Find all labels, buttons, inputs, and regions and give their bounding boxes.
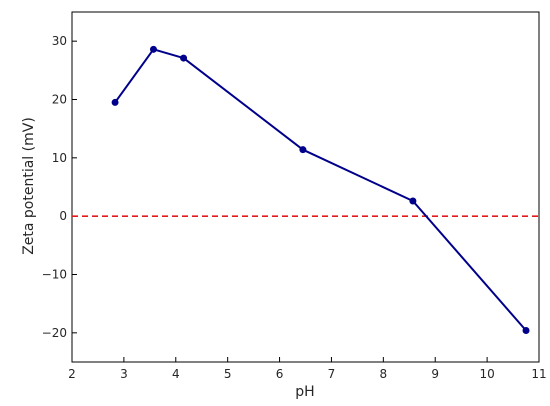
y-tick-label: 0 <box>59 209 67 223</box>
x-tick-label: 2 <box>68 367 76 381</box>
x-tick-label: 11 <box>531 367 546 381</box>
x-tick-label: 8 <box>380 367 388 381</box>
x-tick-label: 7 <box>328 367 336 381</box>
y-axis-title: Zeta potential (mV) <box>21 117 37 255</box>
y-tick-label: 30 <box>52 34 67 48</box>
y-tick-label: 20 <box>52 93 67 107</box>
plot-area: 2 3 4 5 6 7 8 9 10 11 −20 −10 0 10 20 30 <box>42 11 547 381</box>
series-line <box>114 48 527 332</box>
data-point <box>522 327 530 334</box>
x-tick-label: 9 <box>431 367 439 381</box>
x-tick-label: 5 <box>224 367 232 381</box>
data-point <box>180 54 188 62</box>
x-axis-title: pH <box>295 384 314 400</box>
x-tick-label: 10 <box>479 367 494 381</box>
data-point <box>149 45 157 53</box>
y-tick-label: −10 <box>42 268 67 282</box>
x-tick-label: 3 <box>120 367 128 381</box>
plot-frame <box>71 11 540 363</box>
data-point <box>299 146 307 154</box>
y-tick-label: 10 <box>52 151 67 165</box>
data-point <box>111 98 119 106</box>
x-tick-label: 4 <box>172 367 180 381</box>
y-tick-label: −20 <box>42 326 67 340</box>
data-point <box>409 197 417 205</box>
x-tick-label: 6 <box>276 367 284 381</box>
